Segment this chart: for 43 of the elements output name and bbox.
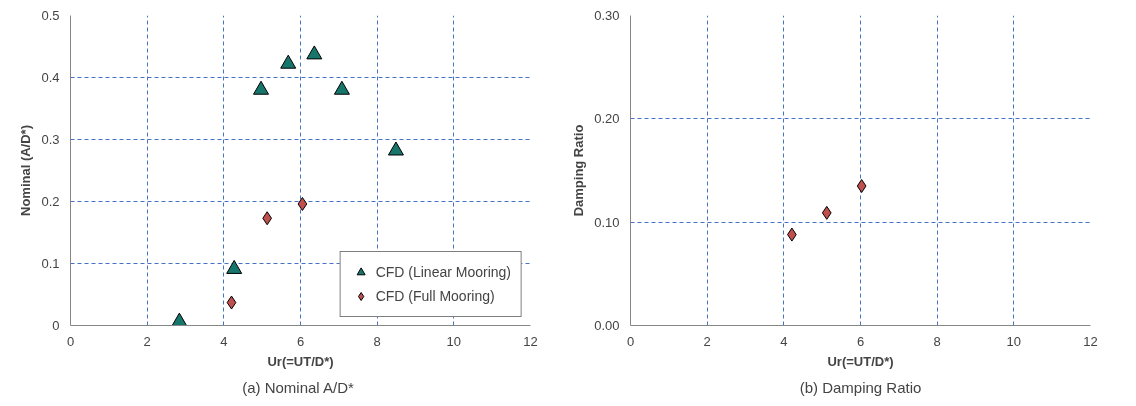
x-tick-label: 4 bbox=[220, 333, 228, 349]
y-tick-label: 0.00 bbox=[594, 318, 620, 333]
x-tick-label: 10 bbox=[1006, 333, 1022, 349]
y-tick-label: 0.30 bbox=[594, 8, 620, 23]
text: (a) Nominal A/D* bbox=[242, 378, 355, 396]
x-axis-title: Ur(=UT/D*) bbox=[267, 353, 334, 369]
x-tick-label: 10 bbox=[446, 333, 462, 349]
point bbox=[306, 45, 323, 60]
point bbox=[253, 80, 270, 95]
x-tick-label: 0 bbox=[66, 333, 75, 349]
x-tick-label: 0 bbox=[626, 333, 635, 349]
y-axis-title: Damping Ratio bbox=[571, 124, 587, 217]
y-tick-label: 0.5 bbox=[41, 8, 60, 23]
point bbox=[171, 312, 188, 326]
y-tick-label: 0.20 bbox=[594, 111, 620, 127]
y-tick-label: 0.2 bbox=[41, 194, 60, 209]
y-tick-label: 0.4 bbox=[41, 70, 60, 85]
point bbox=[821, 205, 832, 220]
x-tick-label: 12 bbox=[1083, 333, 1098, 349]
y-tick-label: 0.10 bbox=[594, 214, 620, 230]
point bbox=[297, 196, 308, 211]
point bbox=[226, 295, 237, 310]
x-axis-title: Ur(=UT/D*) bbox=[827, 353, 894, 369]
x-tick-label: 4 bbox=[780, 333, 788, 349]
legend-label: CFD (Full Mooring) bbox=[375, 288, 495, 304]
x-tick-label: 8 bbox=[933, 333, 941, 349]
x-tick-label: 2 bbox=[703, 333, 711, 349]
x-tick-label: 6 bbox=[856, 333, 865, 349]
point bbox=[226, 259, 243, 274]
point bbox=[280, 54, 297, 69]
point bbox=[387, 141, 404, 156]
x-tick-label: 2 bbox=[143, 333, 151, 349]
point bbox=[333, 80, 350, 95]
y-tick-label: 0.3 bbox=[41, 132, 60, 147]
y-axis-title: Nominal (A/D*) bbox=[18, 125, 34, 216]
x-tick-label: 6 bbox=[296, 333, 305, 349]
text: (b) Damping Ratio bbox=[799, 378, 922, 396]
x-tick-label: 12 bbox=[523, 333, 538, 349]
y-tick-label: 0.1 bbox=[41, 256, 60, 271]
y-tick-label: 0 bbox=[52, 318, 60, 333]
x-tick-label: 8 bbox=[373, 333, 381, 349]
point bbox=[856, 179, 867, 193]
legend-label: CFD (Linear Mooring) bbox=[375, 264, 511, 280]
